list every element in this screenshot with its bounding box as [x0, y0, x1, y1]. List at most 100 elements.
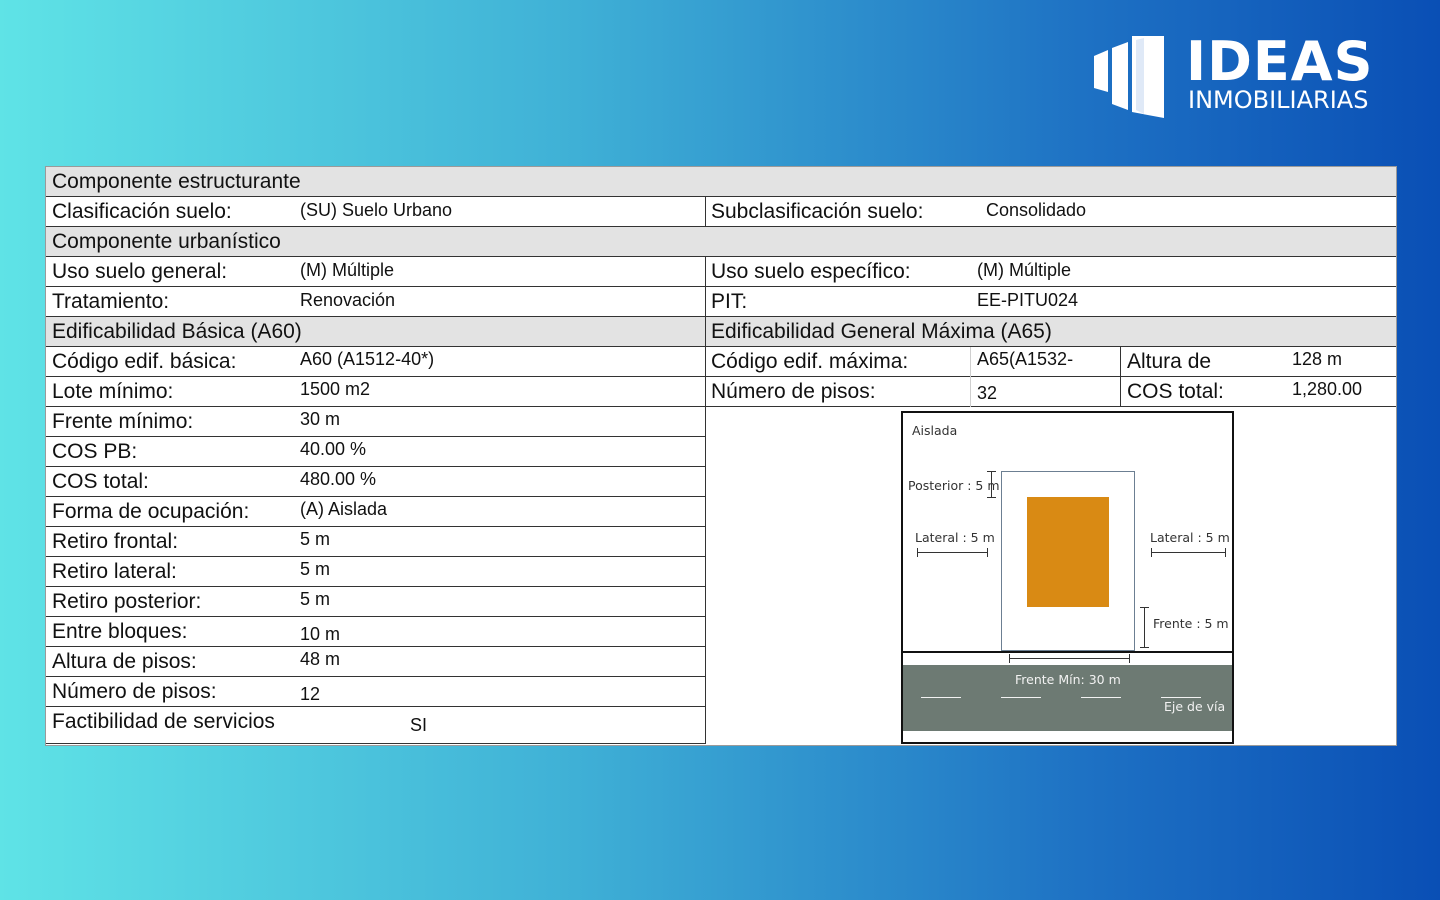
value-cos-total-max: 1,280.00 — [1292, 379, 1363, 399]
label-cos-total-max: COS total: — [1127, 380, 1224, 403]
row-value: SI — [410, 715, 428, 735]
divider — [970, 347, 971, 407]
section-title-basica: Edificabilidad Básica (A60) — [52, 320, 302, 343]
lateral-right-tick — [1225, 548, 1226, 557]
road-dash — [1161, 697, 1201, 698]
label-altura: Altura de — [1127, 350, 1212, 373]
posterior-marker — [991, 471, 992, 497]
row-uso-suelo: Uso suelo general: (M) Múltiple Uso suel… — [46, 257, 1396, 287]
row-label: Frente mínimo: — [52, 410, 194, 433]
building-footprint — [1027, 497, 1109, 607]
frente-min-tick — [1129, 654, 1130, 663]
label-clasificacion: Clasificación suelo: — [52, 200, 232, 223]
row-codigo-edif: Código edif. básica: A60 (A1512-40*) Cód… — [46, 347, 1396, 377]
value-subclasificacion: Consolidado — [986, 200, 1087, 220]
table-row: Altura de pisos: 48 m — [46, 647, 705, 677]
label-tratamiento: Tratamiento: — [52, 290, 170, 313]
lateral-left-tick — [987, 548, 988, 557]
section-estructurante: Componente estructurante — [46, 167, 1396, 197]
frente-min-marker — [1009, 658, 1129, 659]
value-numero-pisos-max: 32 — [977, 383, 998, 403]
table-row: Frente mínimo: 30 m — [46, 407, 705, 437]
label-pit: PIT: — [711, 290, 748, 313]
row-label: Forma de ocupación: — [52, 500, 250, 523]
lateral-left-tick — [917, 548, 918, 557]
section-edificabilidad: Edificabilidad Básica (A60) Edificabilid… — [46, 317, 1396, 347]
divider — [1120, 347, 1121, 407]
section-title: Componente estructurante — [52, 170, 301, 193]
value-pit: EE-PITU024 — [977, 290, 1079, 310]
row-label: Número de pisos: — [52, 680, 217, 703]
row-value: 40.00 % — [300, 439, 367, 459]
row-value: (A) Aislada — [300, 499, 388, 519]
posterior-marker-tick — [987, 497, 996, 498]
frente-min-label: Frente Mín: 30 m — [1015, 672, 1121, 687]
table-row: Retiro posterior: 5 m — [46, 587, 705, 617]
table-row: Forma de ocupación: (A) Aislada — [46, 497, 705, 527]
section-urbanistico: Componente urbanístico — [46, 227, 1396, 257]
road-dash — [1001, 697, 1041, 698]
lateral-left-marker — [917, 552, 987, 553]
frente-tick — [1140, 607, 1149, 608]
lateral-left-label: Lateral : 5 m — [915, 530, 995, 545]
row-value: 480.00 % — [300, 469, 377, 489]
row-value: 5 m — [300, 589, 331, 609]
table-row: Factibilidad de servicios SI — [46, 707, 705, 744]
divider — [705, 257, 706, 744]
label-lote-minimo: Lote mínimo: — [52, 380, 174, 403]
brand-name: IDEAS — [1186, 30, 1374, 93]
property-info-sheet: Componente estructurante Clasificación s… — [45, 166, 1397, 746]
road-dash — [921, 697, 961, 698]
posterior-label: Posterior : 5 m — [908, 478, 1000, 493]
row-label: COS total: — [52, 470, 149, 493]
table-row: Retiro frontal: 5 m — [46, 527, 705, 557]
eje-label: Eje de vía — [1164, 699, 1226, 714]
section-title-maxima: Edificabilidad General Máxima (A65) — [711, 320, 1052, 343]
value-codigo-basica: A60 (A1512-40*) — [300, 349, 435, 369]
label-codigo-maxima: Código edif. máxima: — [711, 350, 909, 373]
lateral-right-marker — [1151, 552, 1225, 553]
brand-subtitle: INMOBILIARIAS — [1188, 86, 1369, 114]
label-uso-general: Uso suelo general: — [52, 260, 228, 283]
frente-min-tick — [1009, 654, 1010, 663]
row-tratamiento: Tratamiento: Renovación PIT: EE-PITU024 — [46, 287, 1396, 317]
row-clasificacion: Clasificación suelo: (SU) Suelo Urbano S… — [46, 197, 1396, 227]
value-uso-especifico: (M) Múltiple — [977, 260, 1072, 280]
table-row: COS PB: 40.00 % — [46, 437, 705, 467]
lateral-right-label: Lateral : 5 m — [1150, 530, 1230, 545]
street: Frente Mín: 30 m Eje de vía — [903, 665, 1232, 731]
frente-marker — [1144, 607, 1145, 647]
diagram-title: Aislada — [912, 423, 958, 438]
label-codigo-basica: Código edif. básica: — [52, 350, 237, 373]
building-icon — [1094, 36, 1164, 118]
section-title: Componente urbanístico — [52, 230, 281, 253]
divider — [705, 197, 706, 227]
row-value: 48 m — [300, 649, 341, 669]
divider — [705, 317, 706, 347]
value-clasificacion: (SU) Suelo Urbano — [300, 200, 453, 220]
row-label: Factibilidad de servicios — [52, 710, 275, 733]
road-dash — [1081, 697, 1121, 698]
lot-outline — [1001, 471, 1135, 651]
label-numero-pisos-max: Número de pisos: — [711, 380, 876, 403]
row-value: 12 — [300, 684, 321, 704]
lateral-right-tick — [1151, 548, 1152, 557]
table-row: COS total: 480.00 % — [46, 467, 705, 497]
row-lote: Lote mínimo: 1500 m2 Número de pisos: 32… — [46, 377, 1396, 407]
street-edge — [903, 651, 1232, 653]
row-label: COS PB: — [52, 440, 138, 463]
setback-diagram: Aislada Posterior : 5 m Lateral : 5 m La… — [901, 411, 1234, 744]
frente-label: Frente : 5 m — [1153, 616, 1229, 631]
table-row: Número de pisos: 12 — [46, 677, 705, 707]
frente-tick — [1140, 647, 1149, 648]
row-value: 5 m — [300, 559, 331, 579]
row-label: Retiro posterior: — [52, 590, 202, 613]
value-tratamiento: Renovación — [300, 290, 396, 310]
table-row: Entre bloques: 10 m — [46, 617, 705, 647]
row-label: Retiro lateral: — [52, 560, 177, 583]
posterior-marker-tick — [987, 471, 996, 472]
row-label: Altura de pisos: — [52, 650, 197, 673]
row-value: 10 m — [300, 624, 341, 644]
value-codigo-maxima: A65(A1532- — [977, 349, 1074, 369]
label-uso-especifico: Uso suelo específico: — [711, 260, 911, 283]
